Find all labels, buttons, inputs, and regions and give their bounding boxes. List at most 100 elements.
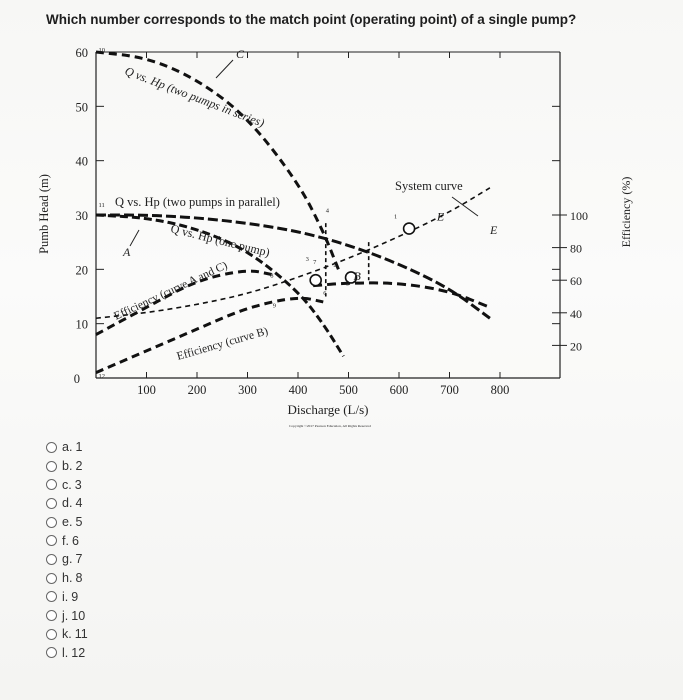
point-label-E: E [436,209,445,223]
series-label-series: Q vs. Hp (two pumps in series) [123,64,266,130]
option-value: 8 [75,571,83,586]
option-value: 7 [75,552,83,567]
option-2[interactable]: b. 2 [46,457,88,476]
option-1[interactable]: a. 1 [46,438,88,457]
option-letter: d. [62,496,73,511]
option-letter: c. [62,477,72,492]
point-label-4: 4 [326,207,330,214]
option-letter: a. [62,440,73,455]
option-letter: k. [62,627,72,642]
option-8[interactable]: h. 8 [46,569,88,588]
curve-one-pump [95,213,345,358]
y-tick-label: 60 [76,46,89,60]
y-tick-label: 50 [76,100,89,114]
radio-button[interactable] [46,572,57,584]
radio-button[interactable] [46,479,57,491]
series-label-efficiency-ac: Efficiency (curve A and C) [112,259,229,322]
series-label-efficiency-b: Efficiency (curve B) [176,325,270,363]
question-text: Which number corresponds to the match po… [46,12,577,27]
option-letter: e. [62,515,73,530]
operating-point-marker [402,222,416,235]
curve-efficiency-right [313,281,491,309]
option-value: 9 [71,589,79,604]
x-axis-label: Discharge (L/s) [288,402,369,417]
option-letter: l. [62,645,69,660]
option-letter: i. [62,589,69,604]
point-label-9: 9 [273,302,276,309]
curves [95,50,491,374]
radio-button[interactable] [46,460,57,472]
curve-letter-c-pointer [215,59,234,79]
series-label-parallel: Q vs. Hp (two pumps in parallel) [115,195,280,209]
option-letter: h. [62,571,73,586]
option-value: 2 [75,459,83,474]
axis-ticks: 100 200 300 400 500 600 700 800 0 10 20 30 40 50 60 100… [74,46,588,397]
point-label-B: B [354,269,362,283]
radio-button[interactable] [46,516,57,528]
option-value: 5 [75,515,83,530]
y-right-tick-label: 80 [570,242,582,256]
option-7[interactable]: g. 7 [46,550,88,569]
option-9[interactable]: i. 9 [46,588,88,607]
series-label-one-pump: Q vs. Hp (one pump) [169,221,271,259]
operating-point-marker [309,273,322,287]
option-value: 3 [74,477,82,492]
point-label-7: 7 [313,259,317,266]
y-tick-label: 0 [74,372,80,386]
option-10[interactable]: j. 10 [46,606,88,625]
option-11[interactable]: k. 11 [46,625,88,644]
option-5[interactable]: e. 5 [46,513,88,532]
radio-button[interactable] [46,628,57,640]
option-value: 10 [71,608,86,623]
radio-button[interactable] [46,497,57,509]
option-letter: b. [62,459,73,474]
x-tick-label: 700 [440,383,459,397]
option-value: 4 [75,496,83,511]
radio-button[interactable] [46,535,57,547]
radio-button[interactable] [46,553,57,565]
curve-letter-e: E [489,223,498,237]
operating-point-marker [344,271,358,284]
option-value: 12 [71,645,86,660]
curve-system [95,187,491,320]
point-label-5: 5 [346,281,349,288]
option-value: 11 [74,627,88,642]
option-3[interactable]: c. 3 [46,475,88,494]
y-axis-right-label: Efficiency (%) [619,177,633,248]
option-value: 6 [71,533,79,548]
option-4[interactable]: d. 4 [46,494,88,513]
point-label-8: 8 [270,272,273,279]
series-label-system-curve: System curve [395,179,463,193]
x-tick-label: 500 [339,383,358,397]
point-label-11: 11 [99,202,105,209]
curve-letter-a-pointer [129,229,140,247]
point-label-2: 2 [333,262,336,269]
radio-button[interactable] [46,610,57,622]
x-tick-label: 600 [390,383,409,397]
x-tick-label: 300 [238,383,257,397]
option-6[interactable]: f. 6 [46,531,88,550]
y-right-tick-label: 60 [570,274,582,288]
radio-button[interactable] [46,647,57,659]
radio-button[interactable] [46,441,57,453]
curve-series [95,50,340,270]
y-tick-label: 20 [76,263,89,277]
system-curve-pointer [451,196,479,217]
x-tick-label: 200 [188,383,207,397]
x-tick-label: 100 [137,383,156,397]
curve-letter-a: A [122,245,131,259]
y-right-tick-label: 40 [570,307,582,321]
curve-efficiency-b [95,296,324,374]
answer-options: a. 1 b. 2 c. 3 d. 4 e. 5 f. 6 g. 7 h. 8 i. 9 j. 10 k. 11 l. 12 [46,438,88,662]
point-label-6: 6 [323,290,327,297]
option-12[interactable]: l. 12 [46,644,88,663]
curve-letter-c: C [236,47,245,61]
radio-button[interactable] [46,591,57,603]
option-letter: j. [62,608,69,623]
point-label-10: 10 [99,47,106,54]
option-value: 1 [75,440,83,455]
y-tick-label: 10 [76,318,89,332]
y-tick-label: 40 [76,155,89,169]
